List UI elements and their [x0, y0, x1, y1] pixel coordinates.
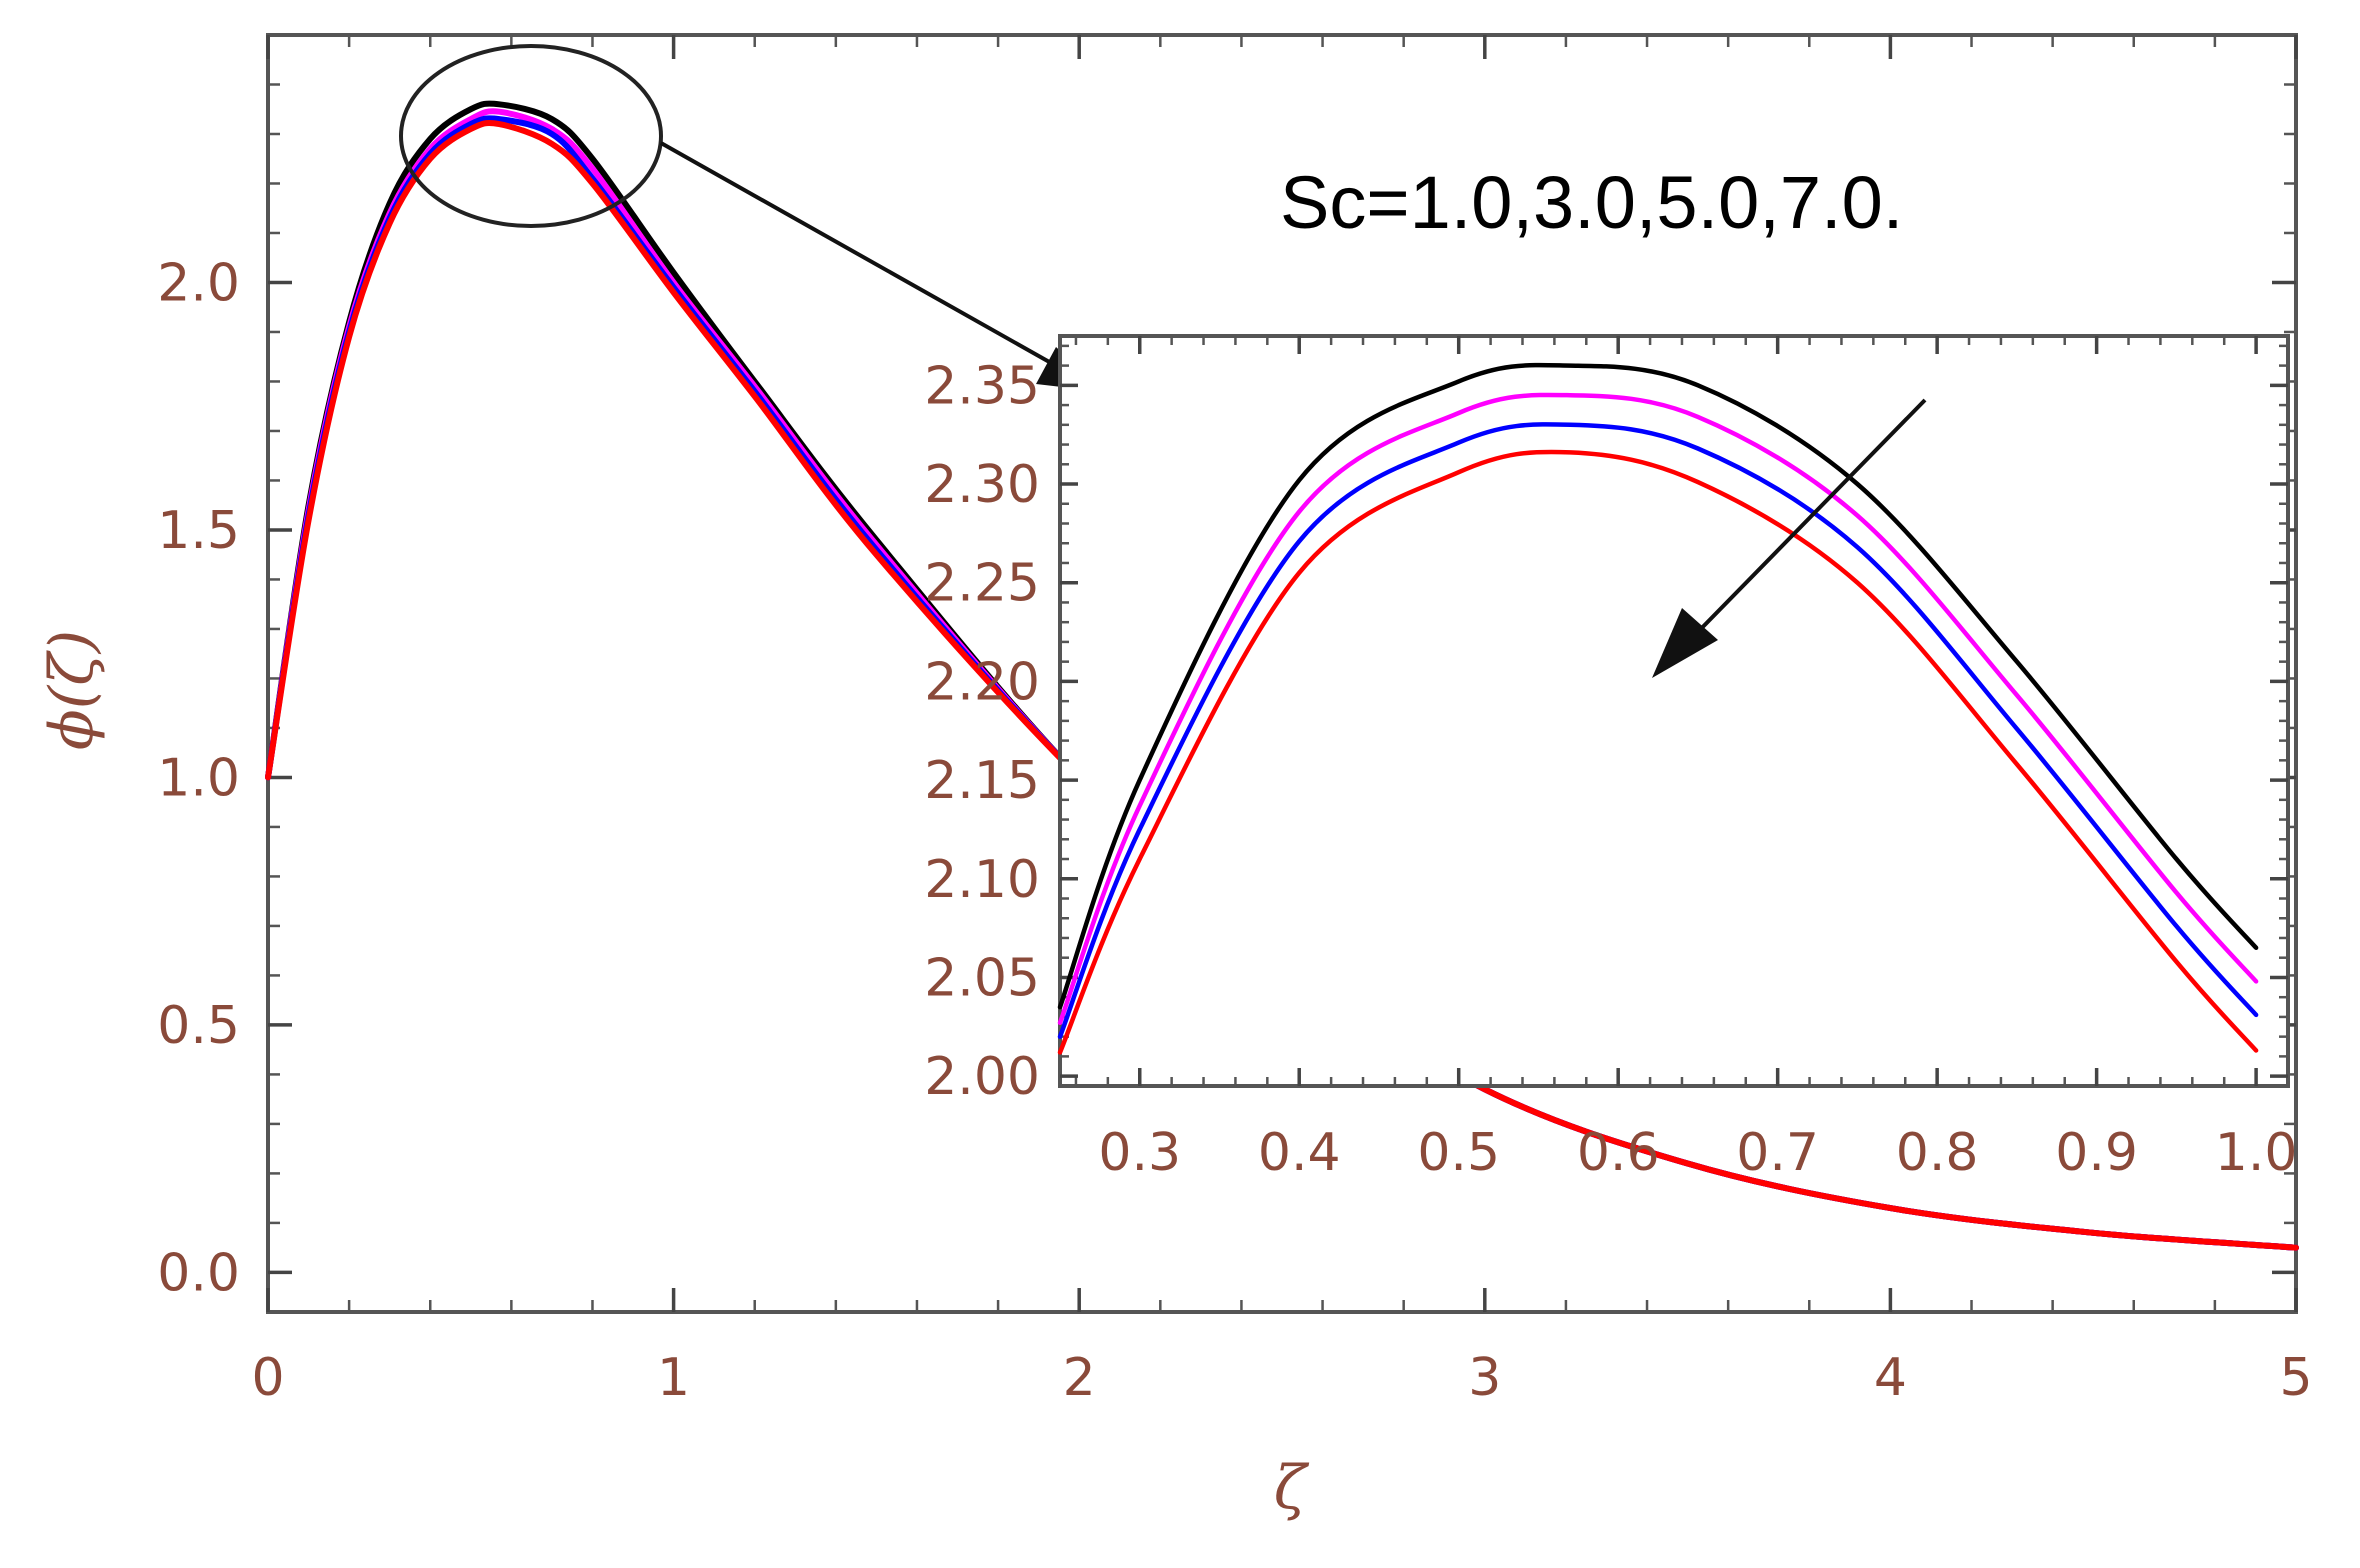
series-line-3	[1057, 422, 2259, 1039]
y-tick-label: 2.10	[924, 850, 1040, 910]
main-y-tick-labels: 0.0 0.5 1.0 1.5 2.0	[157, 253, 240, 1303]
series-line-4	[1057, 449, 2259, 1055]
series-line-2	[1057, 392, 2259, 1026]
zoom-pointer-arrow	[660, 141, 1061, 370]
y-tick-label: 2.15	[924, 751, 1040, 811]
x-axis-label: ζ	[1274, 1453, 1310, 1523]
x-tick-label: 4	[1874, 1348, 1907, 1408]
y-tick-label: 2.30	[924, 455, 1040, 515]
y-tick-label: 2.25	[924, 554, 1040, 614]
x-tick-label: 0.5	[1417, 1123, 1500, 1183]
main-lines	[265, 100, 2299, 1251]
x-tick-label: 0.4	[1258, 1123, 1341, 1183]
y-tick-label: 1.0	[157, 748, 240, 808]
y-tick-label: 0.0	[157, 1243, 240, 1303]
inset-x-tick-labels: 0.3 0.4 0.5 0.6 0.7 0.8 0.9 1.0	[1098, 1123, 2297, 1183]
y-tick-label: 0.5	[157, 996, 240, 1056]
main-plot-frame	[266, 33, 2298, 1314]
x-tick-label: 0.7	[1736, 1123, 1819, 1183]
x-tick-label: 0.6	[1577, 1123, 1660, 1183]
y-tick-label: 2.00	[924, 1047, 1040, 1107]
x-tick-label: 1	[657, 1348, 690, 1408]
y-tick-label: 2.05	[924, 948, 1040, 1008]
main-x-tick-labels: 0 1 2 3 4 5	[251, 1348, 2312, 1408]
y-tick-label: 2.35	[924, 356, 1040, 416]
inset-lines	[1057, 362, 2259, 1055]
sc-trend-arrow	[1688, 398, 1927, 642]
zoom-ellipse	[399, 44, 663, 228]
inset-plot: 0.3 0.4 0.5 0.6 0.7 0.8 0.9 1.0 2.00 2.05 2.10 2.1…	[924, 334, 2297, 1183]
inset-ticks	[1060, 336, 2290, 1086]
x-tick-label: 3	[1468, 1348, 1501, 1408]
main-plot: 0 1 2 3 4 5 0.0 0.5 1.0 1.5 2.0 ζ ϕ(ζ) Sc=1.0,3.0…	[37, 33, 2313, 1523]
x-tick-label: 0	[251, 1348, 284, 1408]
sc-annotation: Sc=1.0,3.0,5.0,7.0.	[1280, 161, 1903, 244]
y-tick-label: 2.20	[924, 652, 1040, 712]
series-line-4	[265, 120, 2299, 1251]
x-tick-label: 0.3	[1098, 1123, 1181, 1183]
x-tick-label: 2	[1063, 1348, 1096, 1408]
x-tick-label: 0.8	[1896, 1123, 1979, 1183]
x-tick-label: 1.0	[2215, 1123, 2298, 1183]
inset-plot-frame	[1058, 334, 2290, 1088]
sc-trend-arrowhead	[1652, 608, 1718, 678]
series-line-1	[1057, 362, 2259, 1010]
y-tick-label: 2.0	[157, 253, 240, 313]
y-axis-label: ϕ(ζ)	[37, 630, 107, 750]
x-tick-label: 0.9	[2055, 1123, 2138, 1183]
x-tick-label: 5	[2279, 1348, 2312, 1408]
y-tick-label: 1.5	[157, 501, 240, 561]
inset-y-tick-labels: 2.00 2.05 2.10 2.15 2.20 2.25 2.30 2.35	[924, 356, 1040, 1107]
